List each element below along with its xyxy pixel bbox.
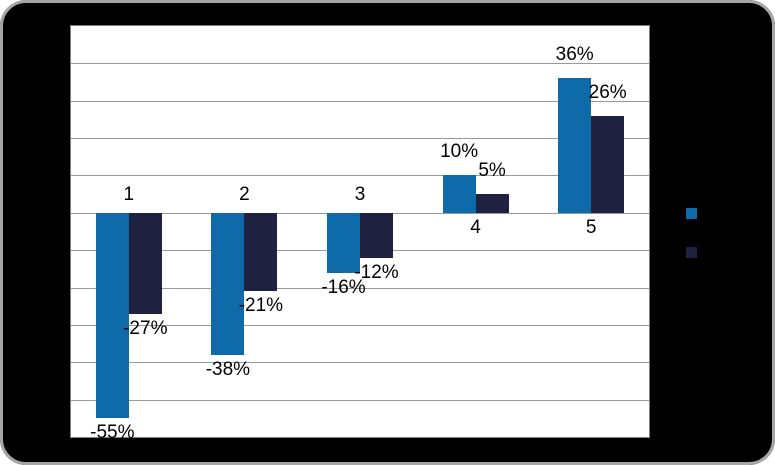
data-label: -21% <box>238 295 284 317</box>
bar-series1-cat5 <box>558 78 592 213</box>
x-axis-label: 5 <box>585 216 597 238</box>
data-label: -12% <box>354 261 399 283</box>
bar-series2-cat4 <box>475 194 509 213</box>
bar-series2-cat2 <box>244 212 278 292</box>
gridline <box>71 287 649 289</box>
data-label: -16% <box>321 276 366 298</box>
x-axis-label: 3 <box>354 183 366 205</box>
gridline <box>71 100 649 102</box>
bar-series2-cat3 <box>360 212 393 258</box>
data-label: 10% <box>440 141 479 163</box>
data-label: 26% <box>588 81 627 103</box>
legend-swatch-series2 <box>686 247 697 258</box>
x-axis-label: 2 <box>239 183 250 205</box>
bar-series2-cat1 <box>128 212 162 314</box>
bar-series1-cat2 <box>211 212 245 355</box>
bar-series2-cat5 <box>591 115 625 213</box>
gridline <box>71 175 649 177</box>
plot-area: -55% -27% 1 -38% -21% 2 -16% -12% 3 10% 5% 4 36% 26% 5 <box>70 25 650 443</box>
data-label: -38% <box>205 358 251 380</box>
data-label: 5% <box>478 160 506 182</box>
x-axis-label: 1 <box>123 183 135 205</box>
bar-series1-cat1 <box>95 212 129 419</box>
gridline <box>71 399 649 401</box>
bar-series1-cat3 <box>327 212 360 273</box>
gridline <box>71 63 649 65</box>
gridline <box>71 362 649 364</box>
data-label: -55% <box>90 422 135 444</box>
x-axis-label: 4 <box>470 216 481 238</box>
bar-series1-cat4 <box>442 175 476 213</box>
legend-swatch-series1 <box>686 208 697 219</box>
data-label: -27% <box>123 317 168 339</box>
data-label: 36% <box>555 44 594 66</box>
gridline <box>71 324 649 326</box>
gridline <box>71 138 649 140</box>
